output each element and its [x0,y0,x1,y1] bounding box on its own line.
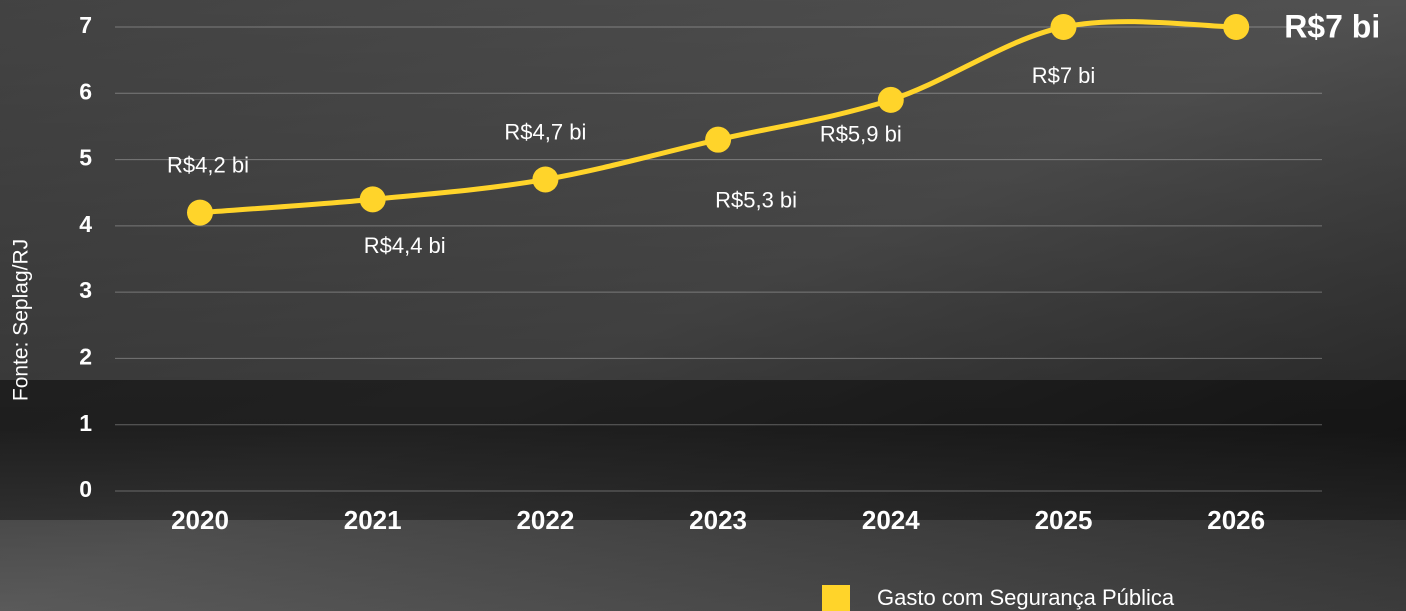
value-label: R$7 bi [1284,8,1380,44]
y-tick-label: 0 [79,476,92,502]
y-tick-label: 5 [79,145,92,171]
x-tick-label: 2024 [862,505,920,535]
y-tick-label: 1 [79,410,92,436]
x-tick-label: 2023 [689,505,747,535]
value-label: R$4,2 bi [167,152,249,177]
value-label: R$5,9 bi [820,122,902,147]
point [187,199,213,226]
y-axis-label: Fonte: Seplag/RJ [10,239,33,401]
point [705,126,732,153]
y-tick-label: 6 [79,78,92,104]
y-tick-label: 3 [79,277,92,303]
value-label: R$4,7 bi [504,119,586,144]
point [359,186,386,213]
y-tick-label: 7 [79,12,92,38]
value-label: R$7 bi [1032,63,1096,88]
point [877,86,904,113]
legend-label: Gasto com Segurança Pública [877,585,1175,610]
y-tick-label: 4 [79,211,92,237]
value-label: R$5,3 bi [715,187,797,212]
legend-swatch [822,585,850,611]
value-label: R$4,4 bi [364,233,446,258]
y-tick-label: 2 [79,344,92,370]
point [1050,14,1077,40]
x-tick-label: 2020 [171,505,229,535]
x-tick-label: 2026 [1207,505,1265,535]
point [1223,14,1250,40]
x-tick-label: 2021 [344,505,402,535]
x-tick-label: 2022 [516,505,574,535]
x-tick-label: 2025 [1035,505,1093,535]
point [532,166,559,193]
